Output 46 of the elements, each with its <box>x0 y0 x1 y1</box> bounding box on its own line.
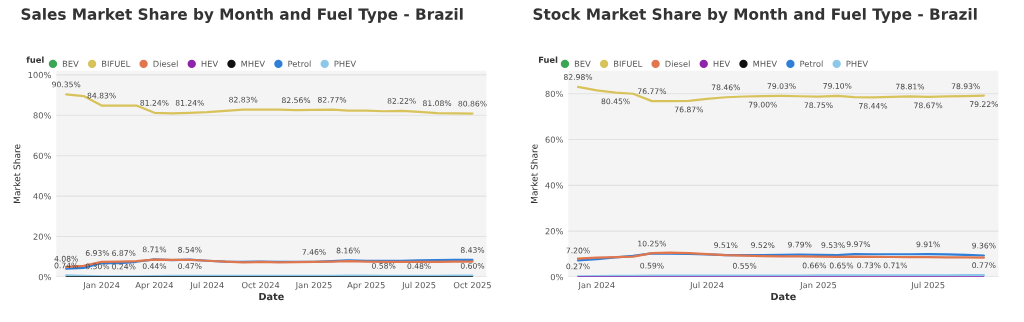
legend-label: MHEV <box>753 60 777 67</box>
legend-label: HEV <box>713 60 731 67</box>
legend-title: fuel <box>26 56 44 63</box>
legend-label: HEV <box>201 60 219 67</box>
y-tick-label: 0% <box>550 273 563 281</box>
x-axis-title: Date <box>771 292 796 301</box>
legend-label: PHEV <box>846 60 869 67</box>
y-tick-label: 60% <box>545 136 563 143</box>
legend-label: Petrol <box>800 60 823 67</box>
x-tick-label: Jan 2025 <box>295 281 332 290</box>
legend-label: MHEV <box>241 60 265 67</box>
legend-title: Fuel <box>538 56 558 63</box>
y-axis-title: Market Share <box>530 144 538 203</box>
x-tick-label: Oct 2025 <box>453 281 491 289</box>
y-tick-label: 60% <box>33 152 51 159</box>
y-tick-label: 20% <box>545 228 563 235</box>
legend-label: Diesel <box>153 60 178 67</box>
y-tick-label: 0% <box>38 273 51 281</box>
legend-label: BEV <box>574 60 591 67</box>
y-tick-label: 20% <box>33 233 51 240</box>
y-axis-title: Market Share <box>13 144 21 203</box>
x-tick-label: Jan 2025 <box>799 281 837 290</box>
x-tick-label: Jan 2024 <box>578 281 615 290</box>
y-tick-label: 100% <box>28 71 51 79</box>
x-tick-label: Jul 2025 <box>401 281 436 290</box>
y-tick-label: 40% <box>33 193 51 200</box>
legend-label: BEV <box>62 60 79 67</box>
x-axis-title: Date <box>259 292 284 301</box>
y-tick-label: 80% <box>545 90 563 98</box>
x-tick-label: Oct 2024 <box>241 281 280 289</box>
x-tick-label: Apr 2024 <box>135 281 174 290</box>
chart-title: Stock Market Share by Month and Fuel Type - Brazil <box>533 8 977 23</box>
legend-label: BIFUEL <box>102 60 131 67</box>
x-tick-label: Jul 2025 <box>910 281 945 290</box>
x-tick-label: Jan 2024 <box>82 281 120 290</box>
chart-title: Sales Market Share by Month and Fuel Type - Brazil <box>21 8 463 23</box>
line-series <box>576 85 985 103</box>
legend-label: BIFUEL <box>614 60 643 67</box>
x-tick-label: Jul 2024 <box>189 281 224 290</box>
y-tick-label: 80% <box>33 112 51 119</box>
legend-label: PHEV <box>334 60 357 67</box>
legend-label: Petrol <box>288 60 311 67</box>
x-tick-label: Apr 2025 <box>347 281 385 290</box>
x-tick-label: Jul 2024 <box>689 281 724 290</box>
legend-label: Diesel <box>665 60 690 67</box>
y-tick-label: 40% <box>545 182 563 189</box>
